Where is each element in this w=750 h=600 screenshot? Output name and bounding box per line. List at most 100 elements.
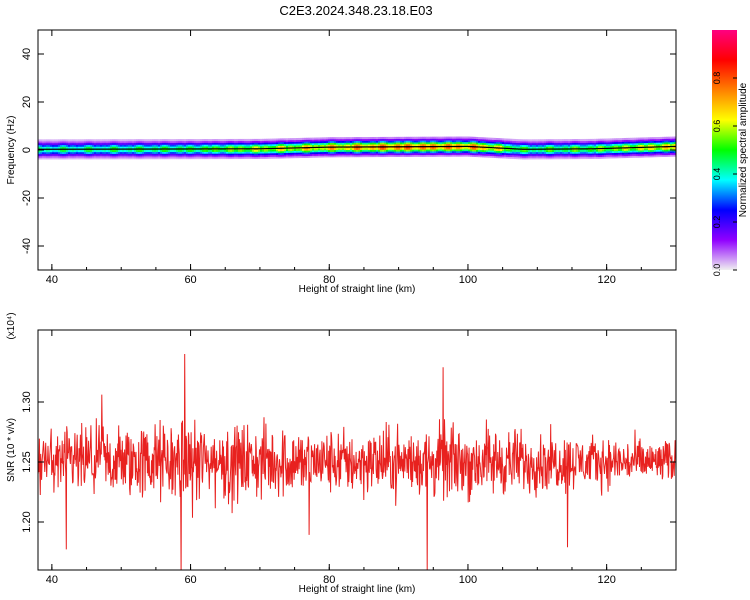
spectrogram-cell: [62, 157, 65, 160]
spectrogram-cell: [324, 155, 327, 158]
spectrogram-cell: [160, 142, 163, 145]
spectral-center-line: [504, 147, 507, 149]
spectrogram-cell: [160, 153, 163, 156]
spectrogram-cell: [414, 152, 417, 156]
spectrogram-cell: [656, 144, 659, 147]
spectrogram-cell: [532, 146, 535, 149]
spectrogram-cell: [266, 140, 269, 143]
spectrogram-cell: [498, 145, 501, 148]
spectrogram-cell: [596, 156, 599, 159]
spectrogram-cell: [556, 142, 559, 145]
spectrogram-cell: [640, 141, 643, 144]
spectrogram-cell: [204, 153, 207, 156]
spectrogram-cell: [70, 151, 73, 155]
spectrogram-cell: [434, 136, 437, 139]
spectrogram-cell: [608, 149, 611, 152]
spectral-center-line: [490, 146, 493, 149]
spectrogram-cell: [406, 154, 409, 157]
spectrogram-cell: [596, 151, 599, 154]
spectrogram-cell: [218, 156, 221, 160]
spectrogram-cell: [42, 139, 45, 142]
spectrogram-cell: [118, 146, 121, 149]
spectrogram-cell: [84, 139, 87, 142]
spectrogram-cell: [286, 156, 289, 159]
spectrogram-cell: [38, 151, 41, 155]
spectrogram-cell: [246, 144, 249, 147]
spectrogram-cell: [552, 144, 555, 147]
spectrogram-cell: [264, 138, 267, 141]
spectrogram-cell: [122, 139, 125, 142]
spectrogram-cell: [330, 149, 333, 152]
spectrogram-cell: [302, 148, 305, 151]
spectrogram-cell: [592, 153, 595, 156]
spectrogram-cell: [380, 151, 383, 154]
spectrogram-cell: [110, 150, 113, 153]
spectrogram-cell: [594, 142, 597, 145]
spectrogram-cell: [500, 140, 503, 143]
spectral-center-line: [280, 147, 283, 149]
spectrogram-cell: [290, 143, 293, 146]
spectrogram-cell: [338, 153, 341, 156]
spectrogram-cell: [542, 141, 545, 144]
spectrogram-cell: [170, 142, 173, 145]
spectrogram-cell: [234, 151, 237, 154]
spectrogram-cell: [354, 151, 357, 154]
spectrogram-cell: [278, 149, 281, 152]
spectrogram-cell: [558, 144, 561, 147]
spectrogram-cell: [66, 146, 69, 149]
spectrogram-cell: [522, 155, 525, 158]
spectrogram-cell: [374, 138, 377, 141]
spectrogram-y-tick-label: 0: [21, 147, 33, 153]
spectrogram-cell: [56, 142, 59, 146]
spectrogram-cell: [244, 142, 247, 145]
spectrogram-cell: [282, 138, 285, 141]
spectrogram-cell: [632, 137, 635, 140]
spectral-center-line: [664, 146, 667, 148]
spectrogram-cell: [632, 139, 635, 142]
spectrogram-cell: [646, 153, 649, 156]
spectrogram-cell: [510, 142, 513, 145]
spectrogram-cell: [424, 154, 427, 157]
spectrogram-cell: [496, 145, 499, 148]
spectrogram-cell: [398, 151, 401, 154]
spectrogram-cell: [628, 154, 631, 157]
spectrogram-cell: [190, 157, 193, 160]
spectrogram-cell: [510, 151, 513, 154]
spectral-center-line: [656, 146, 659, 148]
spectrogram-cell: [100, 157, 103, 160]
spectrogram-cell: [350, 144, 353, 147]
spectrogram-cell: [120, 155, 123, 158]
spectrogram-cell: [44, 141, 47, 144]
spectrogram-cell: [324, 144, 327, 147]
spectrogram-cell: [532, 139, 535, 142]
spectrogram-cell: [356, 149, 359, 152]
spectrogram-cell: [566, 142, 569, 145]
spectrogram-cell: [206, 142, 209, 145]
spectrogram-cell: [234, 140, 237, 143]
spectrogram-cell: [208, 155, 211, 158]
spectrogram-cell: [528, 146, 531, 149]
spectral-center-line: [464, 145, 467, 148]
spectrogram-cell: [500, 141, 503, 144]
spectrogram-cell: [642, 153, 645, 156]
spectrogram-cell: [550, 153, 553, 156]
spectrogram-cell: [480, 147, 483, 151]
spectrogram-cell: [314, 148, 317, 151]
spectrogram-cell: [588, 153, 591, 156]
spectrogram-cell: [168, 142, 171, 145]
spectrogram-cell: [238, 151, 241, 154]
spectrogram-cell: [380, 138, 383, 141]
spectrogram-cell: [642, 155, 645, 158]
spectrogram-cell: [566, 149, 569, 152]
spectrogram-cell: [516, 139, 519, 142]
spectral-center-line: [512, 148, 515, 150]
spectrogram-cell: [658, 154, 661, 158]
spectrogram-cell: [112, 141, 115, 144]
spectrogram-cell: [116, 142, 119, 145]
spectrogram-cell: [70, 144, 73, 147]
spectrogram-cell: [248, 146, 251, 149]
spectral-center-line: [178, 148, 181, 150]
spectrogram-cell: [42, 144, 45, 147]
spectrogram-cell: [86, 144, 89, 147]
spectrogram-cell: [238, 155, 241, 158]
